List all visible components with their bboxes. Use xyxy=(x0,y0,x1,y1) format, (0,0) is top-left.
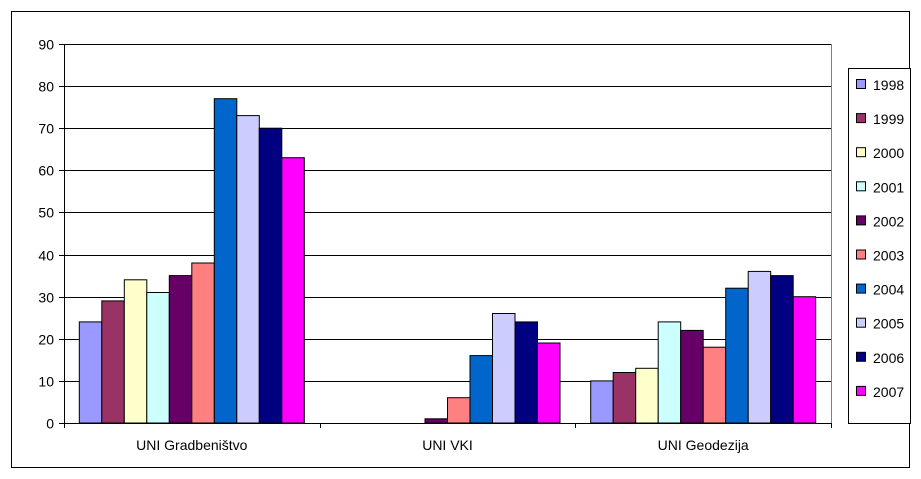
legend-swatch-2007 xyxy=(856,385,866,396)
y-tick-label: 60 xyxy=(38,163,54,179)
legend-swatch-1998 xyxy=(856,79,866,89)
legend-swatch-2001 xyxy=(856,181,866,192)
bar-2005-2 xyxy=(747,270,772,424)
bar-1999-2 xyxy=(612,372,637,424)
legend-swatch-2003 xyxy=(856,249,866,260)
legend-swatch-1999 xyxy=(856,113,866,124)
legend-box xyxy=(848,68,911,424)
bar-2002-2 xyxy=(680,329,704,424)
bar-1998-2 xyxy=(590,380,614,424)
x-category-label: UNI VKI xyxy=(422,437,473,453)
bar-2003-0 xyxy=(191,262,215,424)
y-tick-label: 70 xyxy=(38,121,54,137)
bar-2007-2 xyxy=(792,296,817,424)
bar-2004-2 xyxy=(725,287,749,424)
bar-2000-0 xyxy=(123,279,148,424)
bar-2005-0 xyxy=(236,115,260,424)
legend-label-2000: 2000 xyxy=(873,145,904,161)
legend-swatch-2002 xyxy=(856,215,866,226)
bar-1999-0 xyxy=(101,300,125,424)
y-tick-label: 30 xyxy=(38,290,54,306)
bar-2005-1 xyxy=(492,313,516,424)
x-category-label: UNI Geodezija xyxy=(658,437,749,453)
y-tick-label: 80 xyxy=(38,79,54,95)
bar-2006-0 xyxy=(258,127,283,424)
legend-swatch-2000 xyxy=(856,147,866,158)
legend-label-1998: 1998 xyxy=(873,77,904,93)
legend-label-2004: 2004 xyxy=(873,282,904,298)
bar-2000-2 xyxy=(635,367,659,424)
bar-2004-1 xyxy=(469,355,493,424)
legend-label-2006: 2006 xyxy=(873,350,904,366)
bar-2004-0 xyxy=(213,98,238,424)
bar-2001-2 xyxy=(657,321,682,424)
x-category-label: UNI Gradbeništvo xyxy=(136,437,247,453)
bar-2006-2 xyxy=(770,275,794,424)
y-tick-label: 50 xyxy=(38,205,54,221)
bar-2003-1 xyxy=(447,397,471,424)
legend-label-1999: 1999 xyxy=(873,111,904,127)
bar-2007-1 xyxy=(537,342,561,424)
y-tick-label: 40 xyxy=(38,248,54,264)
legend-label-2005: 2005 xyxy=(873,316,904,332)
legend-swatch-2006 xyxy=(856,351,866,362)
bar-2002-1 xyxy=(424,418,448,424)
y-tick-label: 90 xyxy=(38,37,54,53)
bar-2002-0 xyxy=(168,275,193,424)
y-tick-label: 20 xyxy=(38,332,54,348)
bar-2001-0 xyxy=(146,292,170,424)
legend-swatch-2004 xyxy=(856,283,866,294)
bar-2007-0 xyxy=(281,157,305,424)
legend-label-2001: 2001 xyxy=(873,179,904,195)
y-tick-label: 0 xyxy=(46,416,54,432)
bar-2003-2 xyxy=(702,346,727,424)
bar-2006-1 xyxy=(514,321,538,424)
legend-label-2003: 2003 xyxy=(873,248,904,264)
legend-label-2007: 2007 xyxy=(873,384,904,400)
bar-1998-0 xyxy=(78,321,103,424)
legend-label-2002: 2002 xyxy=(873,213,904,229)
legend-swatch-2005 xyxy=(856,317,866,328)
y-tick-label: 10 xyxy=(38,374,54,390)
